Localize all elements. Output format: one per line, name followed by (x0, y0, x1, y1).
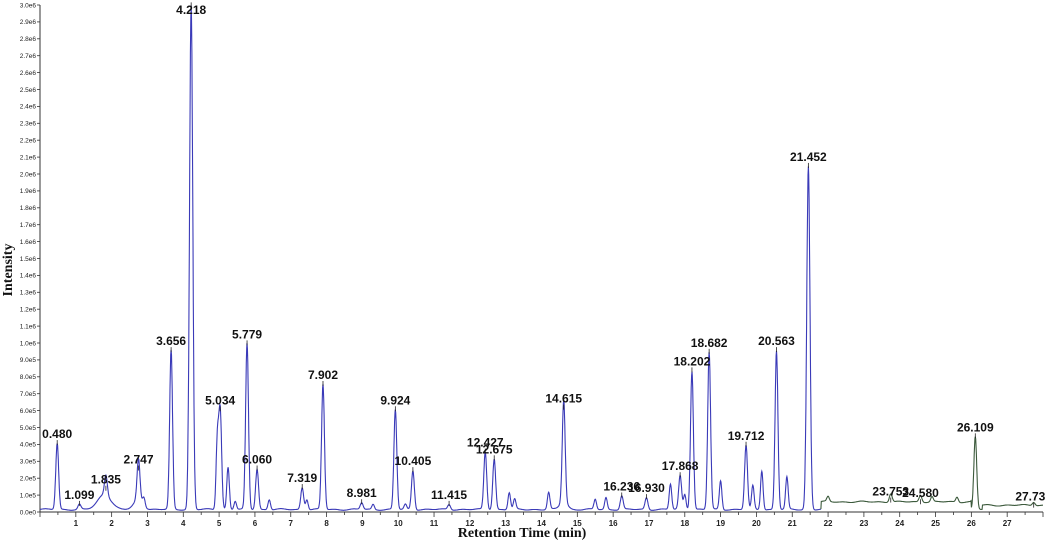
y-tick-label: 2.0e5 (20, 476, 37, 483)
peak-label: 17.868 (662, 459, 699, 473)
y-tick-label: 3.0e5 (20, 459, 37, 466)
y-tick-label: 1.5e6 (20, 256, 37, 263)
x-tick-label: 20 (752, 519, 761, 528)
x-tick-label: 1 (74, 519, 79, 528)
trace-segment-late (820, 436, 1043, 510)
y-tick-label: 2.1e6 (20, 154, 37, 161)
x-tick-label: 10 (394, 519, 403, 528)
x-tick-label: 21 (788, 519, 797, 528)
x-tick-label: 25 (931, 519, 940, 528)
y-axis: 0.0e0 1.0e5 2.0e5 3.0e5 4.0e5 5.0e5 6.0e5 7.0e5… (20, 2, 41, 516)
trace-segment-early (39, 5, 822, 511)
peak-label: 21.452 (790, 150, 827, 164)
peak-label: 26.109 (957, 420, 994, 434)
peak-label: 5.779 (232, 327, 262, 341)
peak-label: 5.034 (205, 393, 235, 407)
y-tick-label: 4.0e5 (20, 442, 37, 449)
y-tick-label: 1.0e6 (20, 340, 37, 347)
x-tick-label: 19 (716, 519, 725, 528)
x-tick-label: 7 (289, 519, 294, 528)
y-tick-label: 2.0e6 (20, 171, 37, 178)
x-tick-label: 6 (253, 519, 258, 528)
peak-label: 4.218 (176, 3, 206, 17)
y-tick-label: 2.3e6 (20, 121, 37, 128)
peak-label: 12.675 (476, 442, 513, 456)
x-tick-label: 22 (824, 519, 833, 528)
y-tick-label: 1.2e6 (20, 307, 37, 314)
y-tick-label: 7.0e5 (20, 391, 37, 398)
y-tick-label: 1.7e6 (20, 222, 37, 229)
y-tick-label: 8.0e5 (20, 374, 37, 381)
y-tick-label: 2.8e6 (20, 36, 37, 43)
peak-label: 16.236 (603, 479, 640, 493)
y-tick-label: 2.2e6 (20, 138, 37, 145)
x-tick-label: 11 (430, 519, 439, 528)
x-tick-label: 12 (465, 519, 474, 528)
y-tick-label: 1.4e6 (20, 273, 37, 280)
y-tick-label: 1.3e6 (20, 290, 37, 297)
chromatogram-trace (39, 5, 1043, 511)
y-tick-label: 5.0e5 (20, 425, 37, 432)
x-tick-label: 15 (573, 519, 582, 528)
peak-label: 23.753 (872, 485, 909, 499)
peak-label: 6.060 (242, 452, 272, 466)
peak-label: 18.682 (691, 336, 728, 350)
peak-label: 16.930 (628, 481, 665, 495)
peak-label: 10.405 (395, 454, 432, 468)
peak-label: 0.480 (42, 427, 72, 441)
y-tick-label: 2.4e6 (20, 104, 37, 111)
y-tick-label: 2.7e6 (20, 53, 37, 60)
peak-label: 1.099 (64, 488, 94, 502)
y-axis-label: Intensity (1, 244, 16, 297)
peak-label: 3.656 (156, 334, 186, 348)
x-tick-label: 2 (109, 519, 114, 528)
y-tick-label: 2.5e6 (20, 87, 37, 94)
peak-label: 27.737 (1015, 490, 1045, 504)
peak-label: 11.415 (431, 488, 467, 502)
y-tick-label: 0.0e0 (20, 509, 37, 516)
x-axis-label: Retention Time (min) (458, 526, 587, 540)
x-tick-label: 16 (609, 519, 618, 528)
x-tick-label: 26 (967, 519, 976, 528)
y-tick-label: 2.6e6 (20, 70, 37, 77)
y-tick-label: 9.0e5 (20, 357, 37, 364)
y-tick-label: 1.9e6 (20, 188, 37, 195)
x-tick-label: 9 (360, 519, 365, 528)
peak-label: 9.924 (380, 393, 410, 407)
x-tick-label: 5 (217, 519, 222, 528)
y-tick-label: 1.1e6 (20, 323, 37, 330)
peak-label: 7.902 (308, 368, 338, 382)
x-tick-label: 8 (324, 519, 329, 528)
y-tick-label: 3.0e6 (20, 2, 37, 9)
peak-label: 18.202 (674, 354, 711, 368)
y-tick-label: 2.9e6 (20, 19, 37, 26)
peak-label: 8.981 (347, 486, 377, 500)
peak-label: 2.747 (123, 452, 153, 466)
y-tick-label: 6.0e5 (20, 408, 37, 415)
x-tick-label: 13 (501, 519, 510, 528)
peak-label: 12.427 (467, 436, 504, 450)
x-tick-label: 23 (859, 519, 868, 528)
peak-label: 1.835 (91, 473, 121, 487)
x-tick-label: 4 (181, 519, 186, 528)
x-tick-label: 27 (1003, 519, 1012, 528)
peak-label: 20.563 (758, 334, 795, 348)
y-tick-label: 1.0e5 (20, 492, 37, 499)
peak-label: 19.712 (728, 429, 765, 443)
x-tick-label: 24 (895, 519, 904, 528)
peak-label: 14.615 (545, 392, 582, 406)
x-tick-label: 3 (145, 519, 150, 528)
peak-label: 24.580 (902, 486, 939, 500)
peak-label: 7.319 (287, 471, 317, 485)
y-tick-label: 1.8e6 (20, 205, 37, 212)
x-tick-label: 17 (645, 519, 654, 528)
x-tick-label: 14 (537, 519, 546, 528)
x-axis: 1 2 3 4 5 6 7 8 9 10 11 12 13 14 15 16 17 18 19 20 21 22 23 24 2… (39, 511, 1044, 528)
y-tick-label: 1.6e6 (20, 239, 37, 246)
x-tick-label: 18 (680, 519, 689, 528)
